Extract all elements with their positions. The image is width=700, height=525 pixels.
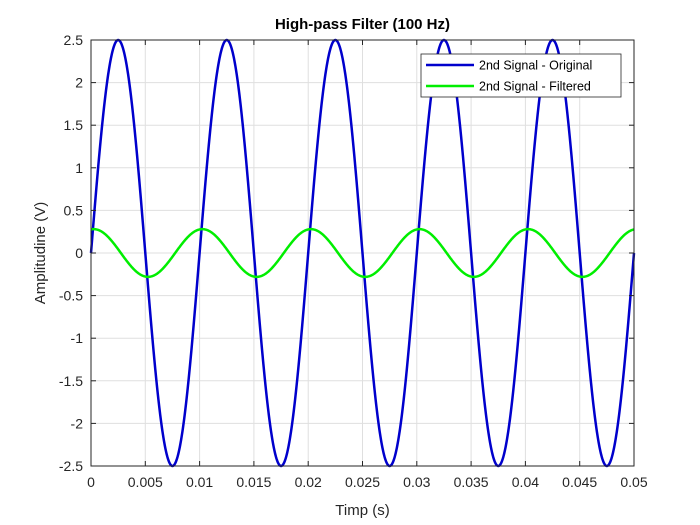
y-tick-label: 2.5 [64, 32, 84, 48]
x-tick-label: 0.05 [620, 474, 647, 490]
x-tick-label: 0.025 [345, 474, 380, 490]
x-tick-labels: 0 0.005 0.01 0.015 0.02 0.025 0.03 0.035 0.04 0.0… [87, 474, 648, 490]
y-tick-label: -0.5 [59, 288, 83, 304]
x-tick-label: 0.04 [512, 474, 539, 490]
y-axis-label: Amplitudine (V) [32, 202, 49, 305]
y-tick-label: 0.5 [64, 202, 84, 218]
y-tick-label: -2 [71, 415, 84, 431]
y-tick-label: 0 [75, 245, 83, 261]
x-tick-label: 0.02 [295, 474, 322, 490]
y-tick-label: -2.5 [59, 458, 83, 474]
x-tick-label: 0 [87, 474, 95, 490]
y-tick-label: 1.5 [64, 117, 84, 133]
legend-entry-filtered: 2nd Signal - Filtered [479, 80, 591, 94]
x-tick-label: 0.005 [128, 474, 163, 490]
x-tick-label: 0.01 [186, 474, 213, 490]
y-tick-label: 2 [75, 75, 83, 91]
x-tick-label: 0.045 [562, 474, 597, 490]
x-tick-label: 0.035 [454, 474, 489, 490]
legend: 2nd Signal - Original 2nd Signal - Filte… [420, 53, 622, 98]
chart-title: High-pass Filter (100 Hz) [275, 16, 450, 33]
x-axis-label: Timp (s) [335, 502, 389, 519]
x-tick-label: 0.03 [403, 474, 430, 490]
y-tick-label: -1 [71, 330, 84, 346]
legend-box [420, 53, 622, 98]
tick-marks [90, 39, 635, 467]
y-tick-labels: -2.5 -2 -1.5 -1 -0.5 0 0.5 1 1.5 2 2.5 [59, 32, 83, 474]
y-tick-label: -1.5 [59, 373, 83, 389]
y-tick-label: 1 [75, 160, 83, 176]
x-tick-label: 0.015 [236, 474, 271, 490]
legend-entry-original: 2nd Signal - Original [479, 59, 592, 73]
series-line-filtered [90, 227, 635, 279]
